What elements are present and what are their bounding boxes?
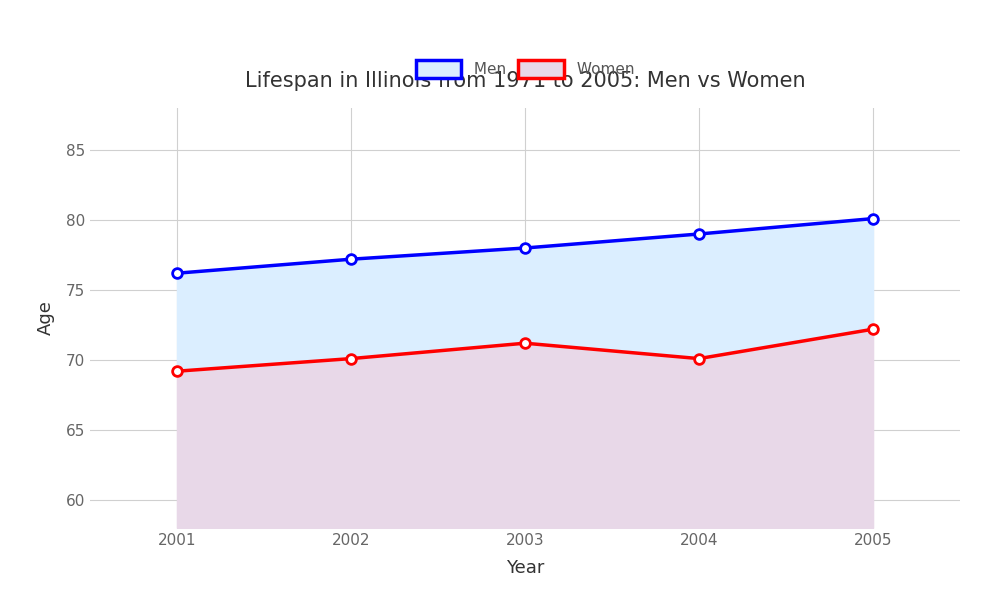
Title: Lifespan in Illinois from 1971 to 2005: Men vs Women: Lifespan in Illinois from 1971 to 2005: …	[245, 71, 805, 91]
X-axis label: Year: Year	[506, 559, 544, 577]
Y-axis label: Age: Age	[37, 301, 55, 335]
Legend:  Men,  Women: Men, Women	[408, 53, 642, 86]
